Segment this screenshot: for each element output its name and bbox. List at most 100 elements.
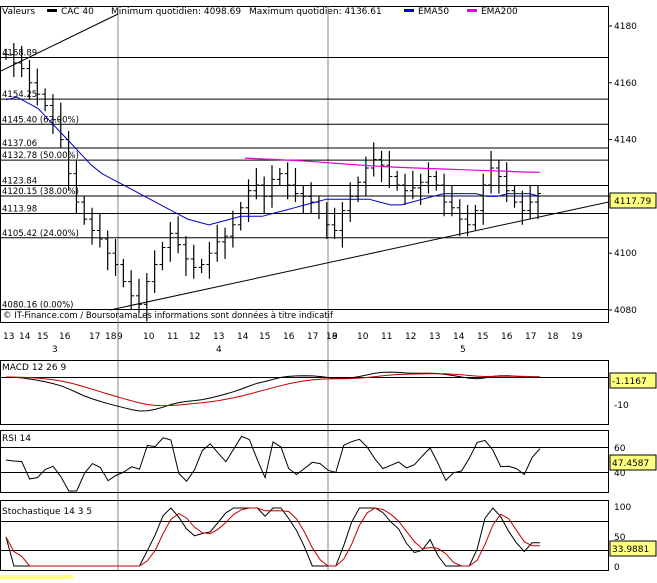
- hour-tick-label: 18: [547, 332, 559, 342]
- price-legend-swatch: [47, 9, 57, 12]
- ohlc-bar: [535, 185, 541, 220]
- ohlc-bar: [402, 173, 408, 205]
- ohlc-bar: [527, 185, 534, 220]
- ohlc-bar: [503, 162, 510, 203]
- macd-value-bg: [609, 372, 657, 389]
- ohlc-bar: [355, 176, 362, 203]
- ohlc-bar: [409, 170, 416, 200]
- ohlc-bar: [229, 210, 236, 248]
- ohlc-bar: [315, 196, 322, 220]
- level-label: 4132.78 (50.00%): [2, 151, 79, 161]
- ohlc-bar: [104, 230, 111, 271]
- ohlc-bar: [472, 204, 479, 231]
- ohlc-bar: [42, 88, 49, 112]
- ohlc-bar: [253, 168, 260, 200]
- ohlc-bar: [26, 60, 33, 100]
- ohlc-bar: [495, 159, 502, 194]
- price-tick-label: 4080: [614, 306, 637, 316]
- ohlc-bar: [386, 150, 393, 188]
- ohlc-bar: [96, 213, 103, 248]
- credit-text: © IT-Finance.com / BoursoramaLes informa…: [3, 310, 334, 321]
- ema200-legend-swatch: [467, 9, 477, 12]
- stoch-tick-0: 0: [614, 563, 620, 573]
- ohlc-bar: [323, 202, 330, 239]
- ohlc-bar: [34, 68, 41, 106]
- ohlc-bar: [284, 162, 291, 200]
- ohlc-bar: [222, 227, 229, 259]
- price-tick-label: 4160: [614, 79, 637, 89]
- hour-tick-label: 12: [405, 332, 416, 342]
- stoch-tick-50: 50: [614, 533, 626, 543]
- ohlc-bars: [3, 43, 541, 322]
- ema200-legend-label: EMA200: [481, 7, 518, 17]
- time-x-axis: 13 14 15 16 17 18 9 10 11 12 13 14 15 16 17 189 10 11 12 13…: [3, 332, 583, 355]
- ohlc-bar: [441, 173, 448, 217]
- hour-tick-label: 18: [105, 332, 117, 342]
- rsi-panel: RSI 14 60 40 47.4587: [0, 430, 657, 493]
- ohlc-bar: [18, 45, 25, 78]
- chart-header: Valeurs CAC 40 Minimum quotidien: 4098.6…: [2, 7, 518, 17]
- stochastic-panel-frame: [0, 500, 609, 571]
- rsi-value-bg: [609, 454, 657, 471]
- macd-panel-frame: [0, 360, 609, 425]
- ohlc-bar: [456, 199, 463, 237]
- level-label: 4080.16 (0.00%): [2, 301, 74, 311]
- hour-tick-label: 13: [3, 332, 14, 342]
- rsi-line: [5, 435, 541, 492]
- hour-tick-label: 19: [571, 332, 583, 342]
- ohlc-bar: [190, 244, 197, 279]
- ohlc-bar: [511, 185, 518, 208]
- hour-tick-label: 14: [453, 332, 465, 342]
- level-label: 4154.25: [2, 90, 37, 100]
- ohlc-bar: [394, 170, 401, 191]
- ohlc-bar: [175, 216, 182, 254]
- hour-tick-label: 18: [326, 332, 338, 342]
- price-tick-label: 4140: [614, 136, 637, 146]
- level-label: 4105.42 (24.00%): [2, 229, 79, 239]
- hour-tick-label: 13: [213, 332, 224, 342]
- ohlc-bar: [198, 258, 205, 274]
- day-tick-label: 5: [460, 345, 466, 355]
- ohlc-bar: [151, 250, 158, 293]
- price-tick-label: 4100: [614, 249, 637, 259]
- macd-last-value: -1.1167: [612, 377, 647, 387]
- hour-tick-label: 11: [167, 332, 178, 342]
- ohlc-bar: [308, 182, 315, 214]
- trendlines: [0, 13, 609, 311]
- ohlc-bar: [89, 207, 96, 245]
- stochastic-label: Stochastique 14 3 5: [2, 507, 92, 517]
- ema200-line: [244, 157, 541, 173]
- level-label: 4123.84: [2, 176, 37, 186]
- hour-tick-label: 14: [237, 332, 249, 342]
- bottom-scrollbar[interactable]: [0, 575, 73, 579]
- day-tick-label: 4: [216, 345, 222, 355]
- hour-tick-label: 14: [19, 332, 31, 342]
- ohlc-bar: [276, 168, 283, 186]
- price-y-axis: 418041604140412041004080: [608, 22, 637, 316]
- level-label: 4137.06: [2, 139, 37, 149]
- level-label: 4145.40 (62.00%): [2, 115, 79, 125]
- ohlc-bar: [488, 150, 495, 194]
- hour-tick-label: 17: [307, 332, 318, 342]
- stoch-tick-100: 100: [614, 503, 631, 513]
- ohlc-bar: [292, 168, 299, 203]
- ohlc-bar: [519, 190, 526, 225]
- ohlc-bar: [49, 94, 56, 134]
- ohlc-bar: [339, 202, 346, 248]
- ohlc-bar: [206, 241, 213, 279]
- level-label: 4120.15 (38.00%): [2, 187, 79, 197]
- ema50-legend-swatch: [404, 9, 414, 12]
- stochastic-panel: Stochastique 14 3 5 100 50 0 33.9881: [0, 500, 657, 573]
- fibonacci-levels: 4168.89 4154.25 4145.40 (62.00%) 4137.06 413…: [0, 49, 608, 311]
- ohlc-bar: [112, 239, 119, 276]
- day-tick-label: 3: [52, 345, 58, 355]
- ohlc-bar: [10, 43, 17, 78]
- hour-tick-label: 17: [89, 332, 100, 342]
- ema50-legend-label: EMA50: [418, 7, 449, 17]
- lower-trendline: [109, 201, 609, 311]
- ohlc-bar: [214, 224, 221, 262]
- hour-tick-label: 10: [357, 332, 369, 342]
- rsi-label: RSI 14: [2, 434, 31, 444]
